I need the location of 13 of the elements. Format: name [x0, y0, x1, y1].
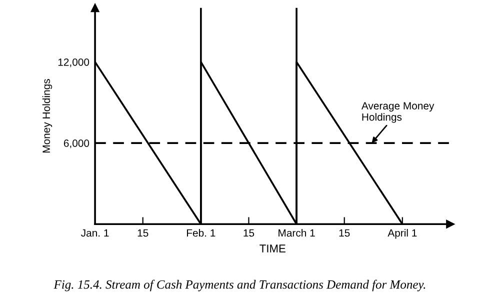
- annotation: Average Money Holdings: [361, 102, 434, 123]
- x-tick-label: Jan. 1: [81, 229, 109, 237]
- y-tick-label: 6,000: [64, 140, 90, 148]
- text: Fig. 15.4. Stream of Cash Payments and Transactions Demand for Money.: [54, 280, 426, 292]
- x-axis-title: TIME: [260, 244, 286, 252]
- x-tick-label: 15: [138, 229, 148, 237]
- x-tick-label: March 1: [278, 229, 315, 237]
- x-tick-label: 15: [244, 229, 254, 237]
- y-axis-title: Money Holdings: [42, 79, 52, 153]
- x-tick-label: April 1: [388, 229, 417, 239]
- x-tick-label: Feb. 1: [187, 229, 216, 237]
- x-tick-label: 15: [339, 229, 350, 237]
- y-tick-label: 12,000: [58, 58, 90, 68]
